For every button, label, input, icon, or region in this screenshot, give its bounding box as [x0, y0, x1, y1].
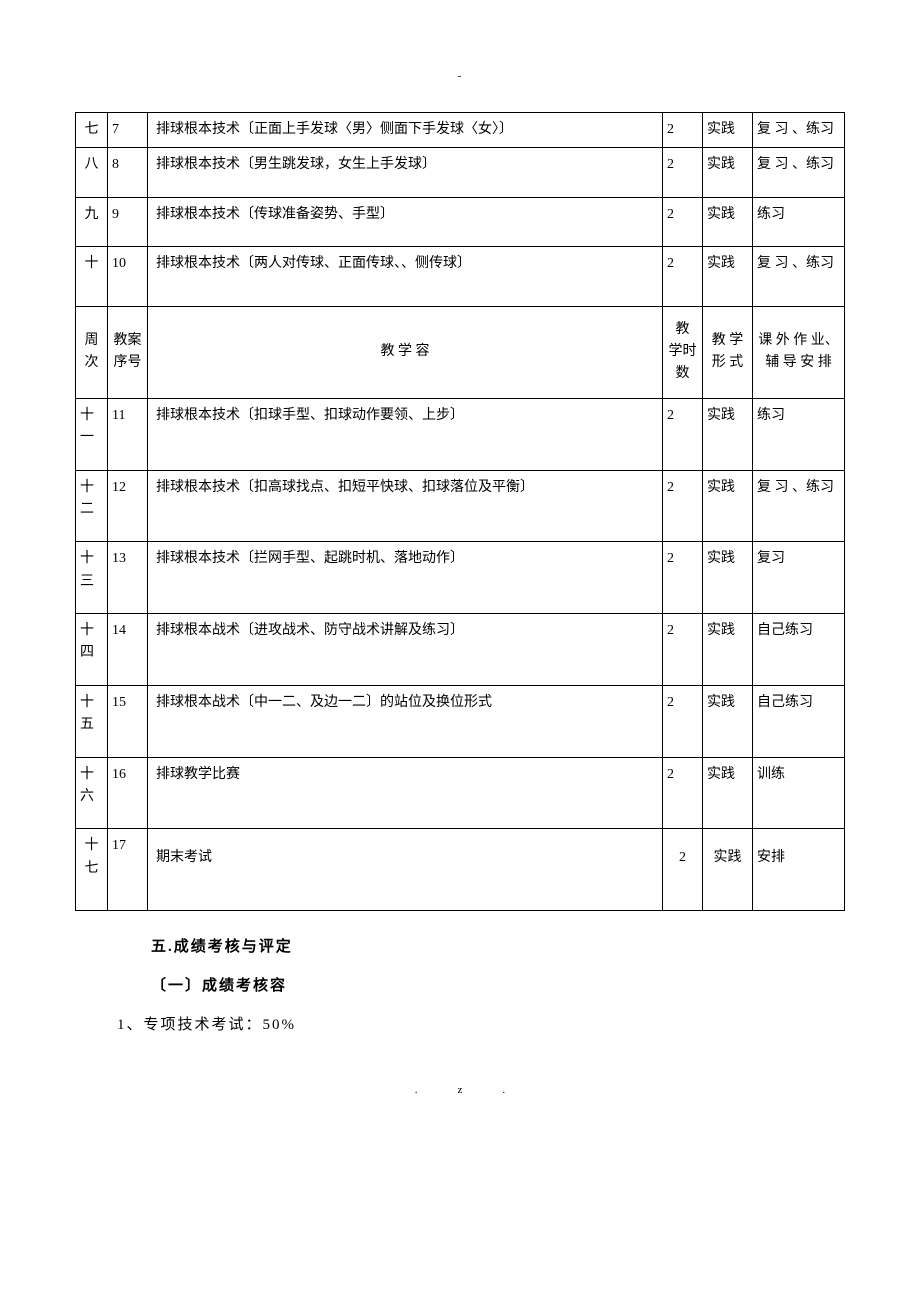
cell-format: 实践 — [703, 247, 753, 306]
cell-week: 十一 — [76, 398, 108, 470]
table-row: 七 7 排球根本技术〔正面上手发球〈男〉侧面下手发球〈女〉〕 2 实践 复 习 … — [76, 113, 845, 148]
body-text-item-1: 1、专项技术考试：50% — [117, 1013, 845, 1034]
cell-format: 实践 — [703, 197, 753, 246]
cell-seq: 17 — [108, 829, 148, 911]
table-row: 十七 17 期末考试 2 实践 安排 — [76, 829, 845, 911]
cell-homework: 复 习 、练习 — [753, 148, 845, 197]
cell-homework: 复 习 、练习 — [753, 470, 845, 542]
cell-hours: 2 — [663, 829, 703, 911]
cell-format: 实践 — [703, 757, 753, 829]
cell-hours: 2 — [663, 757, 703, 829]
header-homework: 课 外 作 业、辅 导 安 排 — [753, 306, 845, 398]
cell-week: 十五 — [76, 685, 108, 757]
table-row: 十三 13 排球根本技术〔拦网手型、起跳时机、落地动作〕 2 实践 复习 — [76, 542, 845, 614]
cell-seq: 13 — [108, 542, 148, 614]
cell-content: 期末考试 — [148, 829, 663, 911]
cell-seq: 12 — [108, 470, 148, 542]
cell-hours: 2 — [663, 685, 703, 757]
table-row: 十五 15 排球根本战术〔中一二、及边一二〕的站位及换位形式 2 实践 自己练习 — [76, 685, 845, 757]
table-row: 十四 14 排球根本战术〔进攻战术、防守战术讲解及练习〕 2 实践 自己练习 — [76, 614, 845, 686]
cell-homework: 自己练习 — [753, 685, 845, 757]
cell-content: 排球根本技术〔男生跳发球，女生上手发球〕 — [148, 148, 663, 197]
cell-hours: 2 — [663, 113, 703, 148]
cell-content: 排球根本战术〔中一二、及边一二〕的站位及换位形式 — [148, 685, 663, 757]
cell-seq: 16 — [108, 757, 148, 829]
table-header-row: 周次 教案序号 教 学 容 教 学时 数 教 学形 式 课 外 作 业、辅 导 … — [76, 306, 845, 398]
cell-seq: 14 — [108, 614, 148, 686]
cell-seq: 8 — [108, 148, 148, 197]
cell-hours: 2 — [663, 148, 703, 197]
cell-content: 排球根本技术〔正面上手发球〈男〉侧面下手发球〈女〉〕 — [148, 113, 663, 148]
cell-homework: 复习 — [753, 542, 845, 614]
cell-content: 排球根本技术〔扣球手型、扣球动作要领、上步〕 — [148, 398, 663, 470]
cell-format: 实践 — [703, 685, 753, 757]
cell-hours: 2 — [663, 398, 703, 470]
cell-seq: 10 — [108, 247, 148, 306]
cell-homework: 安排 — [753, 829, 845, 911]
cell-format: 实践 — [703, 148, 753, 197]
cell-hours: 2 — [663, 542, 703, 614]
cell-format: 实践 — [703, 614, 753, 686]
table-row: 十一 11 排球根本技术〔扣球手型、扣球动作要领、上步〕 2 实践 练习 — [76, 398, 845, 470]
page-marker-top: - — [75, 70, 845, 82]
cell-homework: 复 习 、练习 — [753, 113, 845, 148]
schedule-table: 七 7 排球根本技术〔正面上手发球〈男〉侧面下手发球〈女〉〕 2 实践 复 习 … — [75, 112, 845, 911]
header-format: 教 学形 式 — [703, 306, 753, 398]
cell-homework: 练习 — [753, 197, 845, 246]
table-row: 十二 12 排球根本技术〔扣高球找点、扣短平快球、扣球落位及平衡〕 2 实践 复… — [76, 470, 845, 542]
cell-content: 排球教学比赛 — [148, 757, 663, 829]
cell-content: 排球根本技术〔扣高球找点、扣短平快球、扣球落位及平衡〕 — [148, 470, 663, 542]
cell-week: 十三 — [76, 542, 108, 614]
cell-hours: 2 — [663, 197, 703, 246]
section-heading-5: 五.成绩考核与评定 — [151, 935, 845, 956]
cell-week: 十二 — [76, 470, 108, 542]
cell-content: 排球根本技术〔两人对传球、正面传球、、侧传球〕 — [148, 247, 663, 306]
header-hours: 教 学时 数 — [663, 306, 703, 398]
cell-format: 实践 — [703, 470, 753, 542]
cell-content: 排球根本战术〔进攻战术、防守战术讲解及练习〕 — [148, 614, 663, 686]
cell-week: 八 — [76, 148, 108, 197]
cell-format: 实践 — [703, 542, 753, 614]
header-content: 教 学 容 — [148, 306, 663, 398]
cell-hours: 2 — [663, 614, 703, 686]
table-row: 八 8 排球根本技术〔男生跳发球，女生上手发球〕 2 实践 复 习 、练习 — [76, 148, 845, 197]
cell-homework: 训练 — [753, 757, 845, 829]
cell-homework: 练习 — [753, 398, 845, 470]
cell-seq: 9 — [108, 197, 148, 246]
cell-format: 实践 — [703, 829, 753, 911]
cell-week: 九 — [76, 197, 108, 246]
cell-format: 实践 — [703, 113, 753, 148]
cell-week: 十六 — [76, 757, 108, 829]
cell-seq: 15 — [108, 685, 148, 757]
cell-week: 七 — [76, 113, 108, 148]
table-row: 九 9 排球根本技术〔传球准备姿势、手型〕 2 实践 练习 — [76, 197, 845, 246]
cell-seq: 11 — [108, 398, 148, 470]
cell-homework: 自己练习 — [753, 614, 845, 686]
cell-week: 十四 — [76, 614, 108, 686]
cell-content: 排球根本技术〔传球准备姿势、手型〕 — [148, 197, 663, 246]
page-marker-bottom: .z. — [75, 1084, 845, 1096]
header-week: 周次 — [76, 306, 108, 398]
cell-seq: 7 — [108, 113, 148, 148]
cell-format: 实践 — [703, 398, 753, 470]
cell-hours: 2 — [663, 247, 703, 306]
cell-hours: 2 — [663, 470, 703, 542]
table-row: 十 10 排球根本技术〔两人对传球、正面传球、、侧传球〕 2 实践 复 习 、练… — [76, 247, 845, 306]
cell-content: 排球根本技术〔拦网手型、起跳时机、落地动作〕 — [148, 542, 663, 614]
subsection-heading-1: 〔一〕成绩考核容 — [151, 974, 845, 995]
header-seq: 教案序号 — [108, 306, 148, 398]
cell-homework: 复 习 、练习 — [753, 247, 845, 306]
table-row: 十六 16 排球教学比赛 2 实践 训练 — [76, 757, 845, 829]
cell-week: 十 — [76, 247, 108, 306]
cell-week: 十七 — [76, 829, 108, 911]
